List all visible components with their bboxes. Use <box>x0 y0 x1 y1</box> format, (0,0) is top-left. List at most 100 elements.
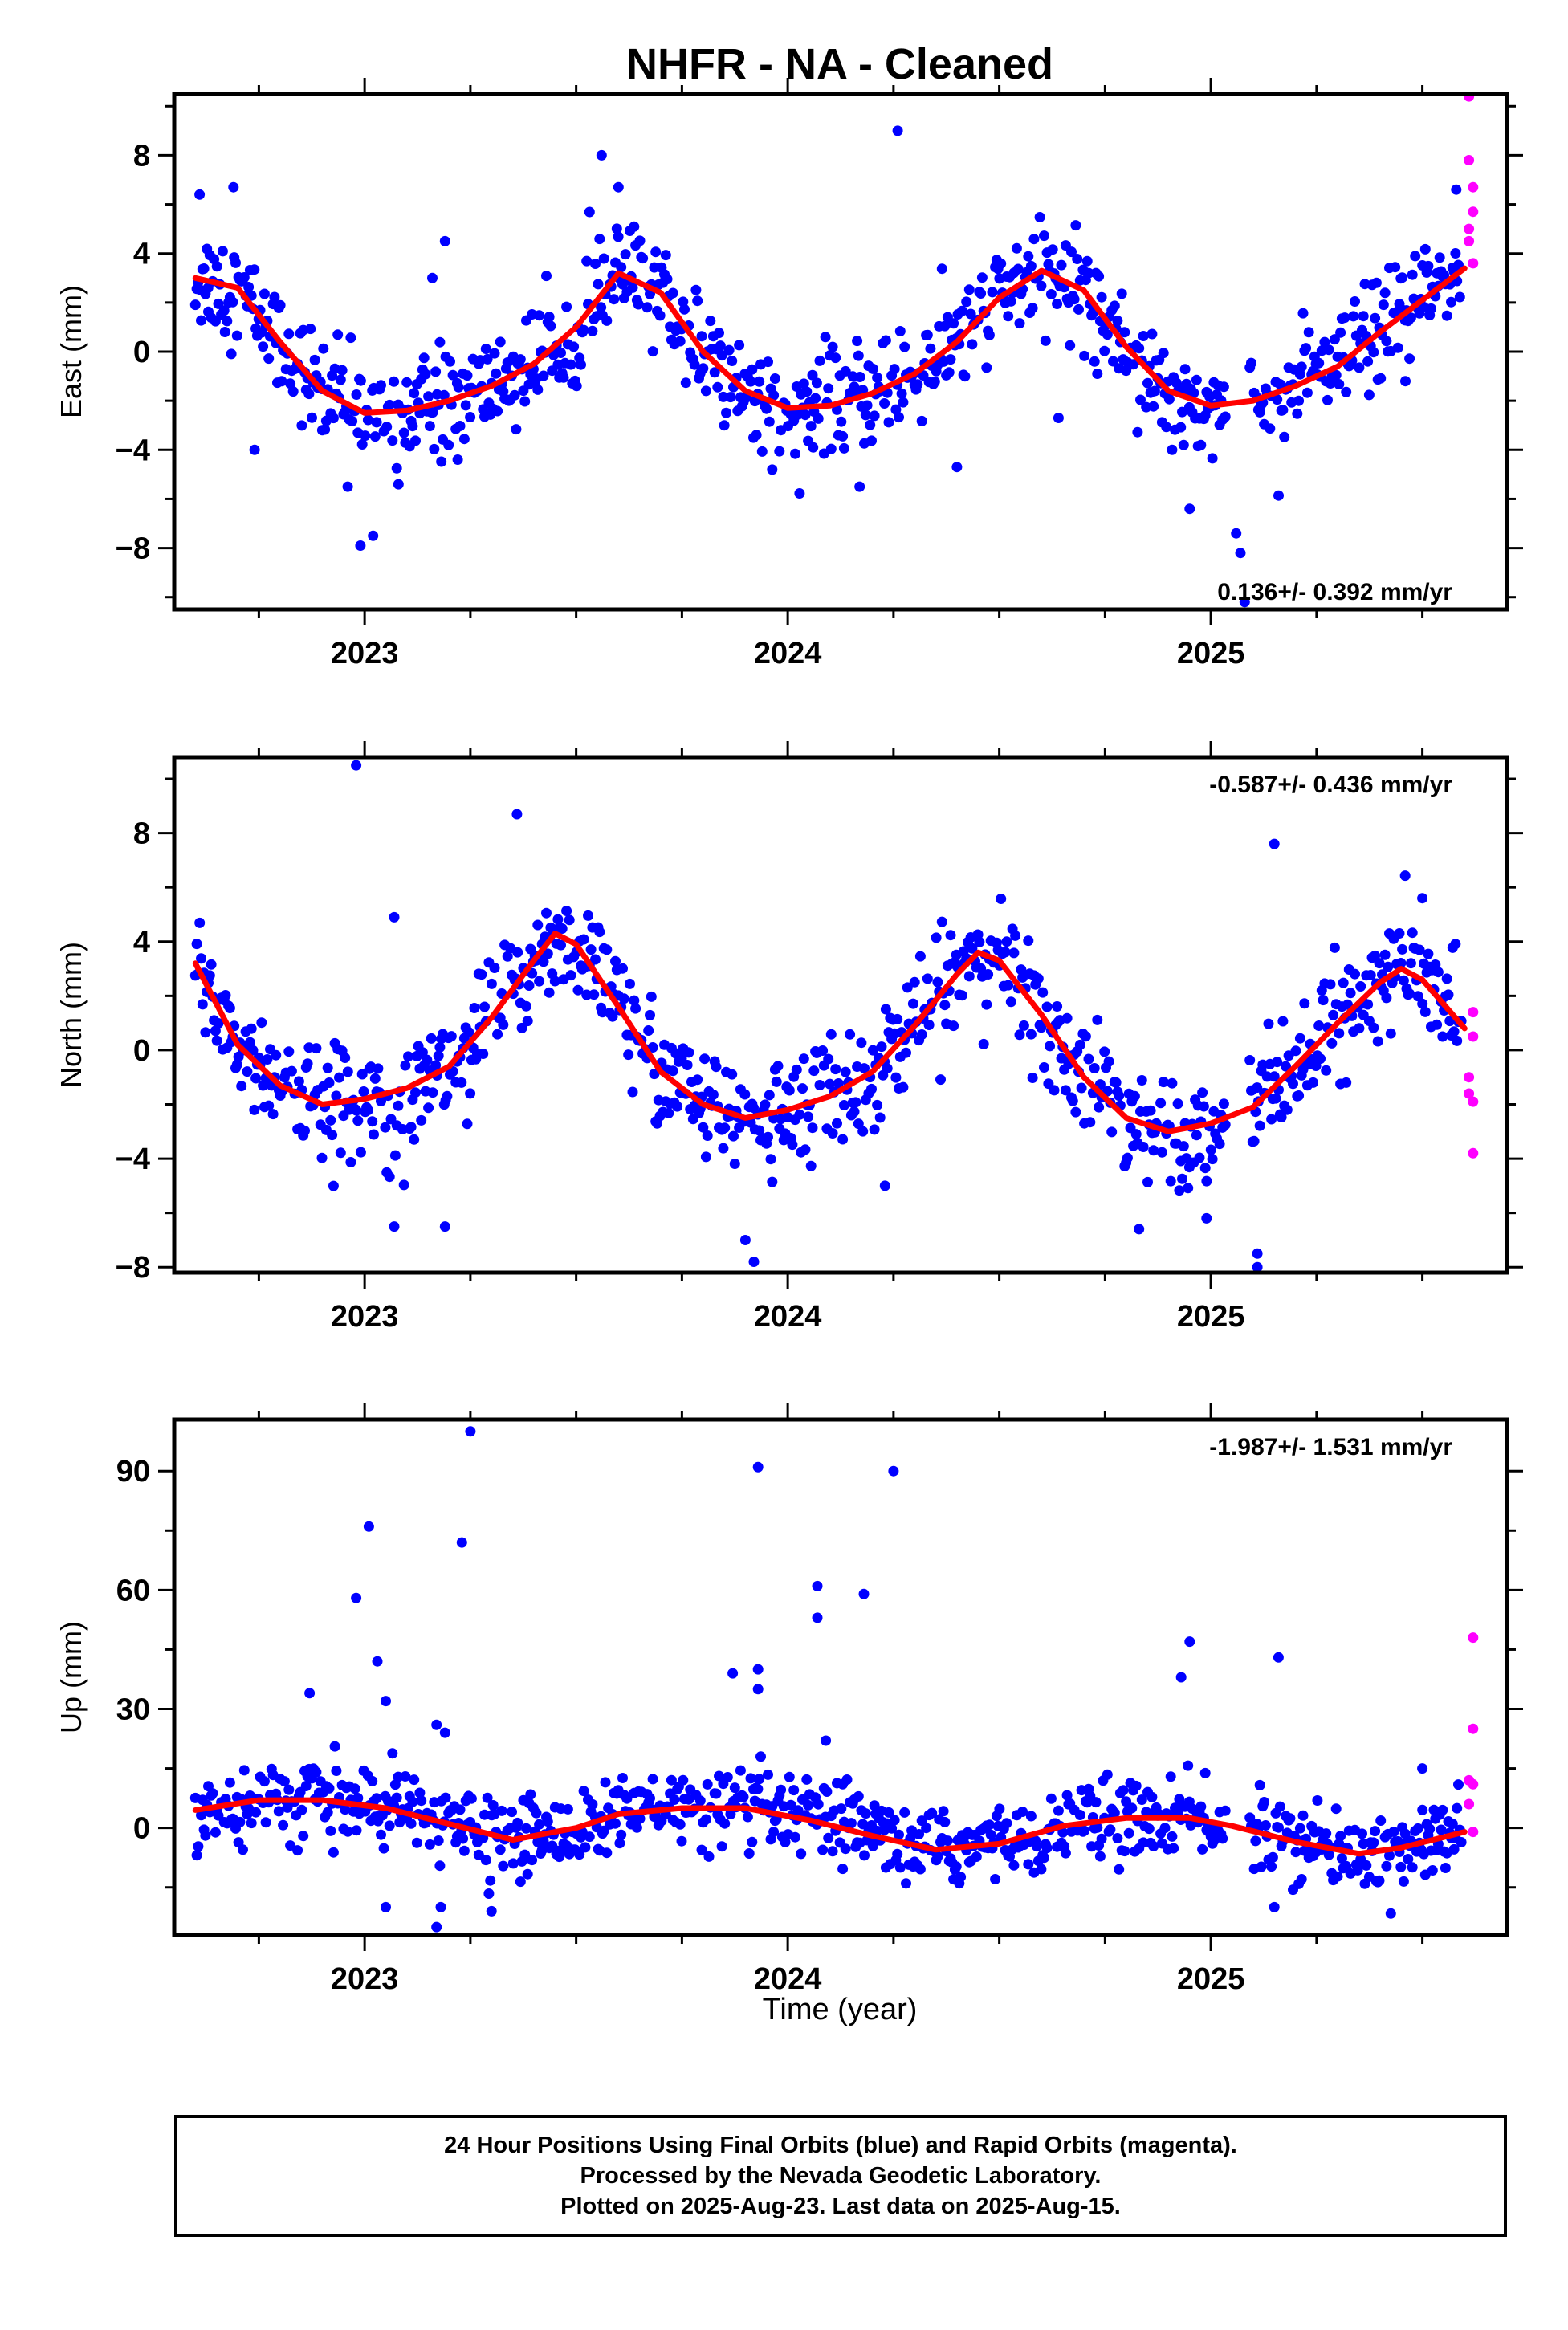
final-orbit-point <box>544 312 555 323</box>
final-orbit-point <box>825 443 837 454</box>
final-orbit-point <box>328 1847 339 1858</box>
final-orbit-point <box>1276 1112 1287 1122</box>
final-orbit-point <box>512 1817 523 1828</box>
final-orbit-point <box>296 1804 307 1815</box>
final-orbit-point <box>305 324 316 335</box>
final-orbit-point <box>1036 1022 1047 1033</box>
final-orbit-point <box>1315 1053 1326 1065</box>
final-orbit-point <box>836 416 847 427</box>
final-orbit-point <box>556 348 566 358</box>
final-orbit-point <box>698 363 709 374</box>
final-orbit-point <box>442 1090 453 1102</box>
final-orbit-point <box>1244 1812 1256 1823</box>
final-orbit-point <box>914 951 926 962</box>
final-orbit-point <box>800 1144 811 1155</box>
final-orbit-point <box>634 1813 646 1824</box>
final-orbit-point <box>1183 1760 1194 1771</box>
final-orbit-point <box>1417 1763 1428 1774</box>
final-orbit-point <box>405 1818 417 1829</box>
final-orbit-point <box>369 1129 379 1140</box>
final-orbit-point <box>242 1066 253 1077</box>
final-orbit-point <box>756 446 768 457</box>
final-orbit-point <box>1261 1071 1273 1082</box>
final-orbit-point <box>796 1848 807 1860</box>
final-orbit-point <box>914 1829 925 1839</box>
final-orbit-point <box>1412 1823 1423 1834</box>
final-orbit-point <box>1412 991 1423 1002</box>
final-orbit-point <box>1339 312 1350 324</box>
final-orbit-point <box>355 1147 366 1158</box>
final-orbit-point <box>814 1080 825 1090</box>
final-orbit-point <box>808 1065 820 1077</box>
final-orbit-point <box>542 1816 553 1827</box>
final-orbit-point <box>637 253 649 264</box>
final-orbit-point <box>196 315 206 326</box>
final-orbit-point <box>859 1850 870 1861</box>
final-orbit-point <box>482 1792 493 1803</box>
final-orbit-point <box>1143 1823 1155 1835</box>
final-orbit-point <box>410 435 421 446</box>
final-orbit-point <box>349 1783 360 1794</box>
final-orbit-point <box>838 1100 849 1110</box>
final-orbit-point <box>981 362 992 373</box>
final-orbit-point <box>1207 453 1218 464</box>
final-orbit-point <box>674 336 686 347</box>
final-orbit-point <box>1142 1176 1153 1187</box>
final-orbit-point <box>1005 295 1016 307</box>
final-orbit-point <box>1092 1014 1103 1025</box>
final-orbit-point <box>1060 1085 1071 1096</box>
final-orbit-point <box>849 1106 860 1118</box>
final-orbit-point <box>458 1845 470 1856</box>
final-orbit-point <box>439 235 450 246</box>
final-orbit-point <box>1400 376 1411 387</box>
final-orbit-point <box>398 1179 409 1191</box>
y-axis-label: Up (mm) <box>55 1621 88 1733</box>
final-orbit-point <box>830 1064 841 1075</box>
final-orbit-point <box>1293 1090 1305 1101</box>
final-orbit-point <box>976 272 988 283</box>
final-orbit-point <box>502 951 513 962</box>
final-orbit-point <box>407 1796 418 1807</box>
final-orbit-point <box>676 1835 687 1847</box>
final-orbit-point <box>1079 1825 1090 1836</box>
final-orbit-point <box>389 911 400 923</box>
final-orbit-point <box>983 969 994 980</box>
final-orbit-point <box>1109 300 1120 312</box>
final-orbit-point <box>238 1844 248 1855</box>
final-orbit-point <box>1437 1031 1448 1042</box>
final-orbit-point <box>1217 1833 1228 1844</box>
final-orbit-point <box>328 1180 339 1191</box>
final-orbit-point <box>755 1751 766 1762</box>
final-orbit-point <box>963 284 975 295</box>
final-orbit-point <box>680 377 691 389</box>
final-orbit-point <box>1436 1824 1447 1835</box>
final-orbit-point <box>735 1765 746 1776</box>
final-orbit-point <box>785 1799 796 1811</box>
final-orbit-point <box>850 1097 861 1108</box>
final-orbit-point <box>213 1018 224 1029</box>
final-orbit-point <box>1290 1045 1301 1057</box>
final-orbit-point <box>801 386 813 397</box>
final-orbit-point <box>967 943 978 954</box>
final-orbit-point <box>1103 1056 1114 1067</box>
final-orbit-point <box>389 1150 401 1161</box>
final-orbit-point <box>534 1819 545 1830</box>
final-orbit-point <box>1079 350 1090 361</box>
final-orbit-point <box>889 364 900 375</box>
final-orbit-point <box>525 1789 536 1800</box>
final-orbit-point <box>853 350 864 361</box>
final-orbit-point <box>259 1776 270 1787</box>
final-orbit-point <box>894 1829 904 1840</box>
final-orbit-point <box>709 367 720 378</box>
final-orbit-point <box>1417 1804 1428 1815</box>
final-orbit-point <box>439 1727 450 1738</box>
y-tick-label: 30 <box>116 1693 150 1727</box>
final-orbit-point <box>538 370 549 381</box>
final-orbit-point <box>981 999 992 1010</box>
final-orbit-point <box>1252 1082 1263 1094</box>
final-orbit-point <box>1049 1085 1060 1096</box>
final-orbit-point <box>194 917 206 928</box>
final-orbit-point <box>1361 1860 1372 1871</box>
final-orbit-point <box>495 336 506 348</box>
final-orbit-point <box>1036 1864 1047 1875</box>
